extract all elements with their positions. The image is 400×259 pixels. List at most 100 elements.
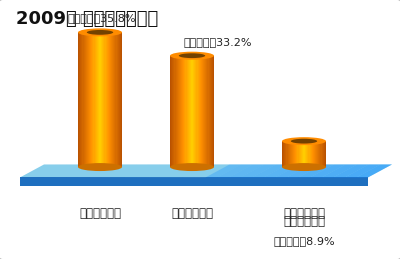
Bar [200, 56, 201, 167]
Bar [323, 141, 324, 167]
Bar [288, 141, 289, 167]
Bar [212, 56, 213, 167]
Bar [181, 56, 182, 167]
Bar [86, 32, 87, 167]
Polygon shape [66, 164, 102, 177]
Bar [119, 32, 120, 167]
Polygon shape [240, 164, 276, 177]
Polygon shape [275, 164, 311, 177]
Polygon shape [20, 164, 392, 177]
Text: 2009年 农民工流向变化: 2009年 农民工流向变化 [16, 10, 158, 28]
Bar [176, 56, 177, 167]
Polygon shape [182, 164, 218, 177]
Bar [99, 32, 100, 167]
Polygon shape [298, 164, 334, 177]
Polygon shape [171, 164, 206, 177]
Bar [205, 56, 207, 167]
Text: 流向东部地区: 流向东部地区 [283, 207, 325, 220]
Bar [190, 56, 191, 167]
Bar [213, 56, 214, 167]
Bar [118, 32, 119, 167]
Bar [116, 32, 118, 167]
Bar [101, 32, 102, 167]
Polygon shape [356, 164, 392, 177]
Bar [210, 56, 211, 167]
Bar [194, 56, 196, 167]
Bar [114, 32, 116, 167]
Polygon shape [124, 164, 160, 177]
Polygon shape [113, 164, 148, 177]
Bar [186, 56, 188, 167]
Bar [290, 141, 291, 167]
Text: 比上年增长35.8%: 比上年增长35.8% [68, 13, 136, 23]
Polygon shape [194, 164, 230, 177]
Bar [282, 141, 284, 167]
Bar [304, 141, 306, 167]
Ellipse shape [78, 163, 122, 171]
Bar [183, 56, 185, 167]
Bar [104, 32, 106, 167]
Bar [306, 141, 308, 167]
Polygon shape [264, 164, 299, 177]
Bar [298, 141, 300, 167]
Polygon shape [217, 164, 253, 177]
Bar [85, 32, 86, 167]
Bar [94, 32, 96, 167]
Polygon shape [252, 164, 288, 177]
Bar [111, 32, 112, 167]
Bar [180, 56, 182, 167]
Bar [173, 56, 175, 167]
Polygon shape [90, 164, 125, 177]
Bar [94, 32, 95, 167]
Bar [188, 56, 189, 167]
Bar [301, 141, 302, 167]
Bar [202, 56, 203, 167]
Bar [91, 32, 93, 167]
Bar [211, 56, 212, 167]
Polygon shape [148, 164, 183, 177]
Polygon shape [78, 164, 114, 177]
Bar [172, 56, 174, 167]
Ellipse shape [282, 163, 326, 171]
Bar [302, 141, 303, 167]
Text: 比上年增长33.2%: 比上年增长33.2% [184, 37, 252, 47]
Bar [313, 141, 314, 167]
Bar [307, 141, 309, 167]
Bar [98, 32, 99, 167]
Bar [314, 141, 315, 167]
Bar [92, 32, 94, 167]
Bar [315, 141, 316, 167]
Bar [110, 32, 111, 167]
Bar [179, 56, 180, 167]
Text: 流向西部地区: 流向西部地区 [79, 207, 121, 220]
Polygon shape [136, 164, 172, 177]
Bar [89, 32, 90, 167]
Bar [203, 56, 204, 167]
Polygon shape [20, 177, 368, 186]
Bar [184, 56, 186, 167]
Bar [185, 56, 187, 167]
Bar [317, 141, 319, 167]
Ellipse shape [170, 52, 214, 60]
Bar [300, 141, 301, 167]
Bar [120, 32, 121, 167]
Bar [178, 56, 179, 167]
Bar [102, 32, 104, 167]
Bar [192, 56, 194, 167]
Text: 流向中部地区: 流向中部地区 [171, 207, 213, 220]
Bar [318, 141, 320, 167]
Bar [308, 141, 310, 167]
Bar [84, 32, 85, 167]
Polygon shape [287, 164, 322, 177]
Bar [310, 141, 311, 167]
Polygon shape [55, 164, 90, 177]
Bar [121, 32, 122, 167]
Bar [297, 141, 299, 167]
Bar [294, 141, 296, 167]
Polygon shape [206, 164, 241, 177]
Bar [305, 141, 306, 167]
Polygon shape [333, 164, 369, 177]
Bar [293, 141, 294, 167]
Bar [177, 56, 178, 167]
Bar [291, 141, 292, 167]
